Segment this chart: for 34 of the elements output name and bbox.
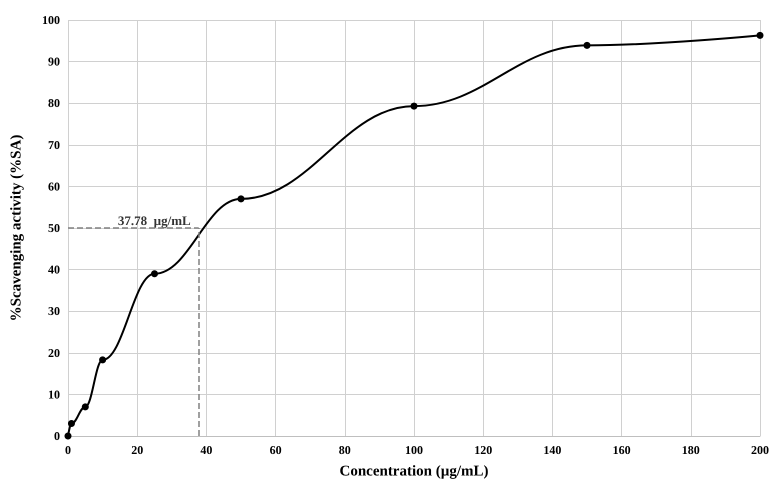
x-tick-label: 140 <box>543 443 562 457</box>
y-tick-label: 90 <box>48 54 60 69</box>
y-axis-title: %Scavenging activity (%SA) <box>8 134 24 322</box>
y-tick-label: 60 <box>48 179 60 194</box>
y-tick-label: 70 <box>48 138 60 152</box>
point <box>99 356 106 364</box>
x-tick-label: 160 <box>612 443 631 457</box>
y-tick-label: 100 <box>42 13 60 27</box>
y-tick-label: 10 <box>48 387 60 402</box>
x-tick-label: 40 <box>200 443 212 457</box>
annotation: 37.78 µg/mL <box>118 213 192 228</box>
point <box>410 102 418 110</box>
x-tick-label: 0 <box>65 443 71 457</box>
point <box>756 32 764 39</box>
point <box>151 270 158 278</box>
point <box>64 432 72 440</box>
x-tick-label: 200 <box>751 443 769 457</box>
point <box>584 42 590 49</box>
x-tick-label: 100 <box>405 443 423 457</box>
point <box>68 420 75 428</box>
x-tick-label: 80 <box>338 443 351 457</box>
x-tick-label: 180 <box>682 443 700 457</box>
point <box>82 403 89 410</box>
x-tick-label: 120 <box>474 443 492 457</box>
x-tick-label: 20 <box>131 443 144 457</box>
y-tick-label: 20 <box>48 346 60 360</box>
y-tick-label: 0 <box>54 429 60 443</box>
y-tick-label: 30 <box>48 304 60 318</box>
y-tick-label: 50 <box>48 221 60 235</box>
y-tick-label: 80 <box>48 96 60 110</box>
y-tick-label: 40 <box>48 262 60 277</box>
x-tick-label: 60 <box>270 443 282 457</box>
point <box>238 195 244 202</box>
x-axis-title: Concentration (µg/mL) <box>339 464 489 480</box>
